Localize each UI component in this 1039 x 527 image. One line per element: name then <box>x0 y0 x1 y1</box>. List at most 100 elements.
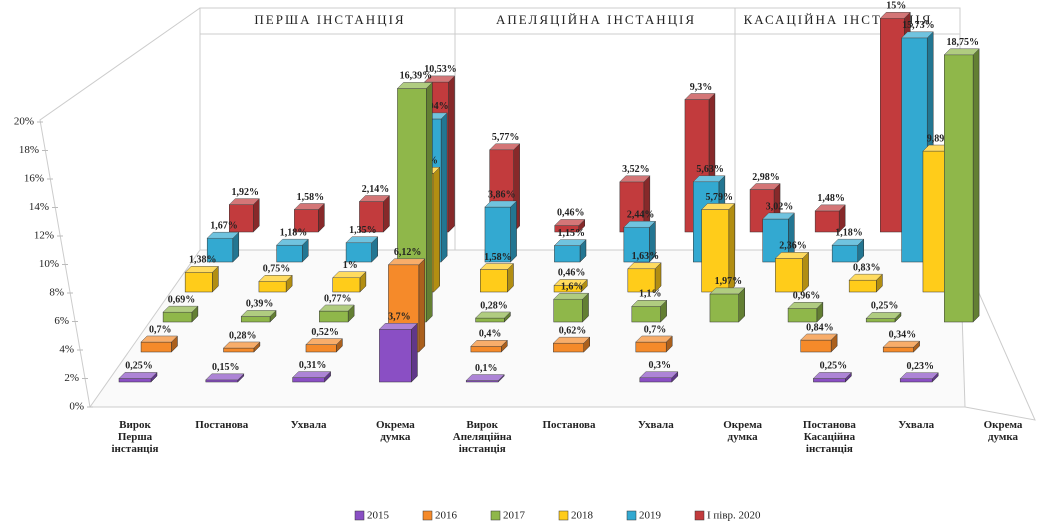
bar-top <box>623 220 657 228</box>
bar-top <box>222 341 261 349</box>
bar-top <box>900 31 934 39</box>
bar <box>848 279 877 293</box>
data-label: 5,63% <box>696 164 724 175</box>
legend-swatch <box>490 510 501 521</box>
bar-side-shade <box>433 167 440 292</box>
legend-label: 2017 <box>503 510 526 522</box>
right-edge <box>959 249 1036 421</box>
bar-top-shade <box>639 371 678 378</box>
bar-side-shade <box>318 203 325 232</box>
data-label: 0,25% <box>871 301 899 312</box>
bar-side-shade <box>151 372 157 382</box>
data-label: 6,12% <box>394 247 422 258</box>
bar <box>635 341 667 353</box>
bar-top-shade <box>553 337 590 344</box>
bar-side-shade <box>253 342 260 352</box>
data-label: 0,4% <box>479 329 502 340</box>
bar-side-shade <box>831 334 838 352</box>
bar <box>292 377 325 383</box>
bar-top <box>387 258 426 266</box>
bar-side-shade <box>666 336 673 352</box>
bar-side-shade <box>839 204 846 232</box>
bar-top <box>701 203 736 210</box>
floor <box>89 249 966 408</box>
bar-top-shade <box>346 236 378 243</box>
bar-side-shade <box>510 200 517 262</box>
bar-side-shade <box>253 198 260 232</box>
bar <box>787 308 818 323</box>
bar-top-shade <box>684 93 715 100</box>
bar <box>800 339 832 353</box>
y-tick-label: 6% <box>54 315 69 327</box>
bar-side-shade <box>660 300 667 322</box>
data-label: 0,39% <box>246 299 274 310</box>
bar <box>553 298 583 323</box>
bar-side-shade <box>237 373 244 382</box>
data-label: 2,14% <box>362 184 390 195</box>
data-label: 1,63% <box>632 251 660 262</box>
x-tick-label: Ухвала <box>291 419 327 431</box>
bar-top <box>848 273 883 281</box>
data-label: 3,52% <box>622 164 650 175</box>
bar-top-shade <box>163 306 198 313</box>
data-label: 1,6% <box>561 281 584 292</box>
data-label: 1,18% <box>280 227 308 238</box>
bar-top-shade <box>880 12 911 19</box>
legend-swatch <box>626 510 637 521</box>
bar-side-shade <box>932 372 939 382</box>
bar <box>865 318 896 323</box>
bar-side-shade <box>581 279 588 292</box>
bar <box>813 378 846 383</box>
data-label: 3,7% <box>388 312 411 323</box>
bar <box>553 342 584 353</box>
bar-top-shade <box>294 203 325 210</box>
bar-top-shade <box>788 302 823 309</box>
bar-top-shade <box>553 293 589 300</box>
bar-top-shade <box>627 262 662 269</box>
bar <box>554 245 581 263</box>
bar-top-shade <box>332 271 366 278</box>
bar-top <box>812 372 853 379</box>
bar-top <box>258 275 293 282</box>
bar-top-shade <box>832 239 864 246</box>
bar <box>831 244 859 263</box>
bar-side-shade <box>371 236 378 262</box>
bar <box>470 346 502 353</box>
bar-top-shade <box>207 232 239 239</box>
bar-top-shade <box>554 279 588 286</box>
bar-top <box>318 304 355 312</box>
bar-top-shade <box>813 372 852 379</box>
bar-top-shade <box>388 258 425 265</box>
bar <box>118 378 152 383</box>
data-label: 0,46% <box>557 208 585 219</box>
bar-top <box>865 312 902 319</box>
data-label: 1,15% <box>557 228 585 239</box>
bar-side-shade <box>845 372 852 382</box>
data-label: 9,89% <box>927 133 955 144</box>
bar-top <box>800 333 838 341</box>
bar-top-shade <box>554 219 585 226</box>
bar-top <box>474 311 511 319</box>
data-label: 1,67% <box>210 220 238 231</box>
bar-top <box>345 236 379 244</box>
bar-top <box>879 12 911 19</box>
bar-side-shade <box>302 239 309 262</box>
bar-top-shade <box>424 75 455 82</box>
bar <box>709 293 739 323</box>
bar-top <box>293 203 325 210</box>
bar-top-shade <box>185 266 219 273</box>
data-label: 0,7% <box>644 324 667 335</box>
data-label: 2,36% <box>779 241 807 252</box>
bar-top <box>787 302 824 309</box>
data-label: 1,58% <box>297 192 325 203</box>
data-label: 10,53% <box>424 64 457 75</box>
data-label: 3,86% <box>488 189 516 200</box>
bar-top-shade <box>205 373 244 380</box>
bar-top-shade <box>901 31 934 38</box>
bar-top <box>553 279 588 286</box>
bar-side-shade <box>876 274 883 292</box>
data-label: 0,25% <box>820 361 848 372</box>
bar <box>223 347 255 353</box>
y-tick-label: 4% <box>59 344 74 356</box>
bar-top-shade <box>944 48 980 55</box>
